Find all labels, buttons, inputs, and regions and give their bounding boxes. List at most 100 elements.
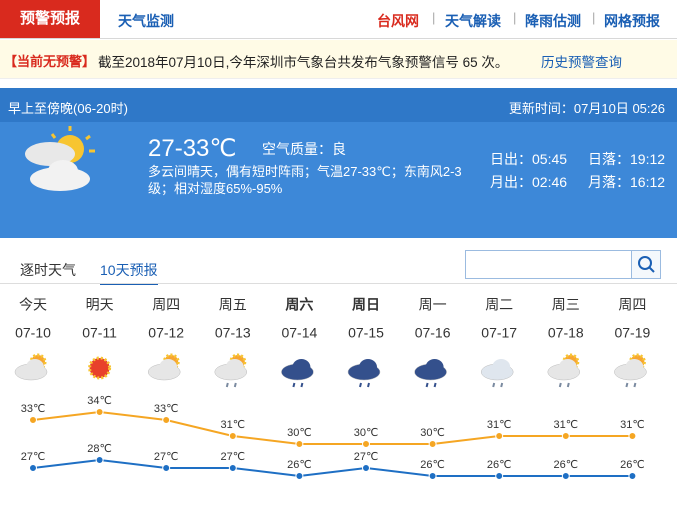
weather-icon	[88, 356, 112, 380]
air-quality: 空气质量：良	[262, 141, 346, 157]
temp-line	[32, 458, 633, 478]
date: 07-10	[15, 325, 51, 341]
alert-link[interactable]: 历史预警查询	[541, 55, 622, 70]
temp-point	[362, 464, 370, 472]
rain-drop	[566, 382, 570, 388]
weekday: 周五	[219, 297, 247, 313]
description: 多云间晴天，偶有短时阵雨；气温27-33℃；东南风2-3级；相对湿度65%-95…	[148, 164, 462, 196]
rain-drop	[292, 382, 296, 388]
temp-label: 27℃	[221, 451, 246, 463]
weekday: 周一	[419, 297, 447, 313]
cloud	[159, 359, 178, 375]
temp-point	[295, 472, 304, 480]
update-time: 更新时间：07月10日 05:26	[508, 101, 665, 116]
rain-drop	[359, 382, 362, 388]
temp-point	[29, 416, 37, 424]
temp-label: 26℃	[554, 459, 579, 471]
weather-icon	[281, 359, 314, 388]
divider	[0, 283, 677, 284]
forecast: 今天 07-10 明天 07-11 周四 07-12 周五 07-13 周六 07-14 周日 07-…	[14, 297, 651, 480]
weekday: 周四	[618, 297, 646, 313]
temp-point	[95, 408, 104, 416]
alert-bar: 【当前无预警】 截至2018年07月10日,今年深圳市气象台共发布气象预警信号 …	[0, 40, 677, 79]
rain-drop	[492, 382, 496, 388]
today-icon	[25, 126, 95, 191]
rain-drop	[425, 382, 429, 388]
weekday: 周三	[552, 297, 580, 313]
rain-drop	[500, 382, 504, 388]
temp-label: 26℃	[620, 459, 645, 471]
search-button[interactable]	[631, 250, 661, 279]
date: 07-12	[148, 325, 184, 341]
moonset: 月落：16:12	[588, 174, 666, 190]
date: 07-17	[481, 325, 517, 341]
nav-tab[interactable]: 天气监测	[118, 13, 174, 29]
date: 07-18	[548, 325, 584, 341]
date: 07-11	[82, 325, 117, 341]
nav-link[interactable]: 降雨估测	[525, 13, 581, 29]
temp-label: 31℃	[487, 419, 512, 431]
temp-point	[228, 464, 237, 472]
temp-label: 30℃	[287, 427, 312, 439]
date: 07-16	[415, 325, 451, 341]
temp-point	[561, 472, 570, 480]
alert-text: 截至2018年07月10日,今年深圳市气象台共发布气象预警信号 65 次。	[98, 55, 509, 70]
cloud	[225, 359, 244, 375]
temp-label: 26℃	[420, 459, 445, 471]
temp-point	[228, 432, 237, 440]
cloud	[359, 359, 377, 375]
nav-link[interactable]: 网格预报	[604, 13, 660, 29]
separator: |	[513, 10, 517, 25]
temp-point	[95, 456, 104, 464]
rain-drop	[225, 382, 229, 388]
rain-drop	[633, 382, 637, 388]
temp-label: 31℃	[620, 419, 645, 431]
temp-label: 27℃	[154, 451, 179, 463]
weather-icon	[547, 353, 581, 388]
cloud	[425, 359, 444, 375]
nav-link[interactable]: 天气解读	[445, 13, 501, 29]
period: 早上至傍晚(06-20时)	[8, 101, 128, 116]
temp-label: 27℃	[354, 451, 379, 463]
temp-label: 28℃	[87, 443, 112, 455]
temp-label: 33℃	[21, 403, 46, 415]
sun	[88, 356, 112, 380]
separator: |	[432, 10, 436, 25]
cloud	[625, 359, 644, 375]
active-tab[interactable]: 预警预报	[0, 0, 100, 38]
cloud	[492, 359, 511, 375]
cloud	[292, 359, 311, 375]
temp-range: 27-33℃	[148, 135, 237, 162]
panel-header	[0, 88, 677, 122]
weather-icon	[14, 353, 48, 381]
weekday: 明天	[86, 297, 114, 313]
moonrise: 月出：02:46	[490, 174, 568, 190]
cloud	[558, 359, 577, 375]
date: 07-14	[281, 325, 317, 341]
rain-drop	[367, 382, 370, 388]
weekday: 周六	[285, 297, 313, 313]
temp-line	[32, 410, 633, 445]
temp-label: 31℃	[221, 419, 246, 431]
temp-point	[495, 472, 504, 480]
temp-point	[295, 440, 304, 448]
temp-label: 34℃	[87, 395, 112, 407]
temp-point	[628, 432, 637, 440]
alert-status: 【当前无预警】	[4, 54, 96, 69]
temp-point	[561, 432, 570, 440]
search-input[interactable]	[465, 250, 633, 279]
sunset: 日落：19:12	[588, 151, 666, 167]
weekday: 周二	[485, 297, 513, 313]
rain-drop	[433, 382, 437, 388]
temp-label: 30℃	[354, 427, 379, 439]
weather-icon	[214, 353, 248, 388]
tab[interactable]: 逐时天气	[20, 262, 76, 278]
temp-label: 26℃	[487, 459, 512, 471]
temp-label: 30℃	[420, 427, 445, 439]
date: 07-15	[348, 325, 384, 341]
sunrise: 日出：05:45	[490, 151, 568, 167]
temp-label: 26℃	[287, 459, 312, 471]
tab-active[interactable]: 10天预报	[100, 260, 158, 285]
nav-link[interactable]: 台风网	[377, 13, 419, 29]
